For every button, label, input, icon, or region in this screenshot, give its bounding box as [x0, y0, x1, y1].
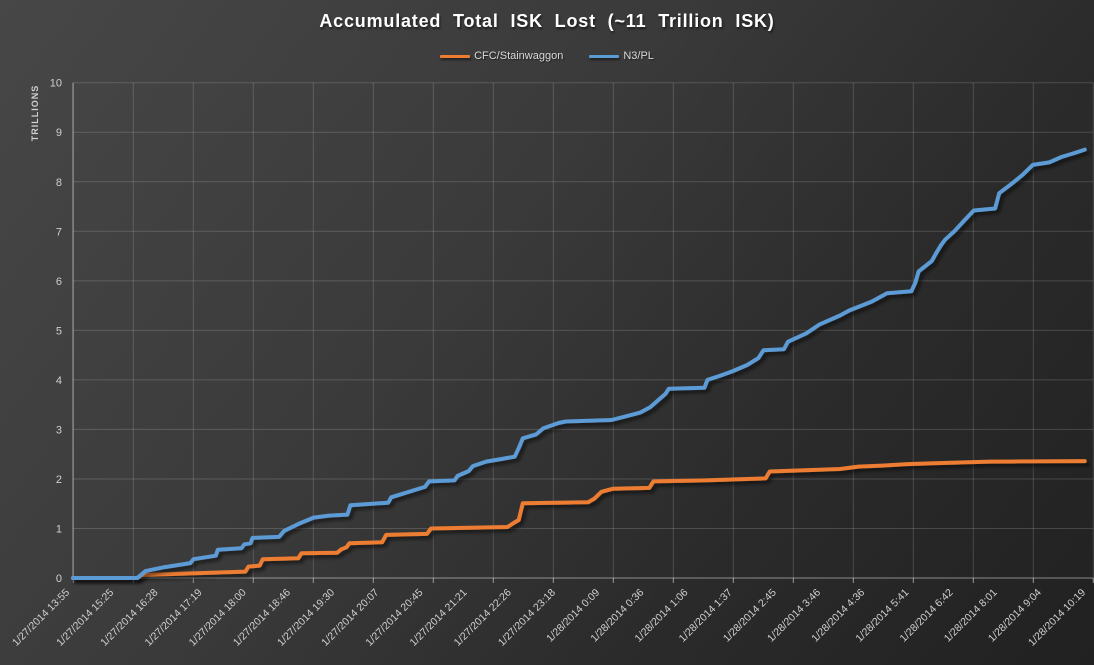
y-tick-label: 10 — [50, 78, 62, 90]
chart-legend: CFC/Stainwaggon N3/PL — [0, 50, 1094, 62]
y-tick-label: 2 — [56, 474, 62, 486]
legend-line-swatch — [440, 54, 471, 58]
y-tick-label: 0 — [56, 573, 62, 585]
axes — [72, 82, 1094, 583]
y-tick-label: 1 — [56, 523, 62, 535]
y-tick-label: 3 — [56, 424, 62, 436]
legend-label: CFC/Stainwaggon — [474, 50, 564, 62]
legend-item-cfc[interactable]: CFC/Stainwaggon — [440, 50, 563, 62]
series-line-cfc-stainwaggon — [71, 459, 1087, 580]
series-line-n3-pl — [71, 147, 1087, 580]
series-lines — [71, 147, 1087, 580]
gridlines — [72, 82, 1094, 578]
chart-title: Accumulated Total ISK Lost (~11 Trillion… — [319, 11, 775, 31]
y-tick-label: 5 — [56, 325, 62, 337]
y-tick-label: 9 — [56, 127, 62, 139]
y-tick-label: 7 — [56, 226, 62, 238]
y-tick-label: 4 — [56, 375, 62, 387]
legend-item-n3pl[interactable]: N3/PL — [589, 50, 654, 62]
legend-label: N3/PL — [623, 50, 654, 62]
y-tick-label: 8 — [56, 177, 62, 189]
legend-line-swatch — [589, 54, 620, 58]
y-axis-title: TRILLIONS — [30, 85, 40, 142]
y-tick-label: 6 — [56, 276, 62, 288]
